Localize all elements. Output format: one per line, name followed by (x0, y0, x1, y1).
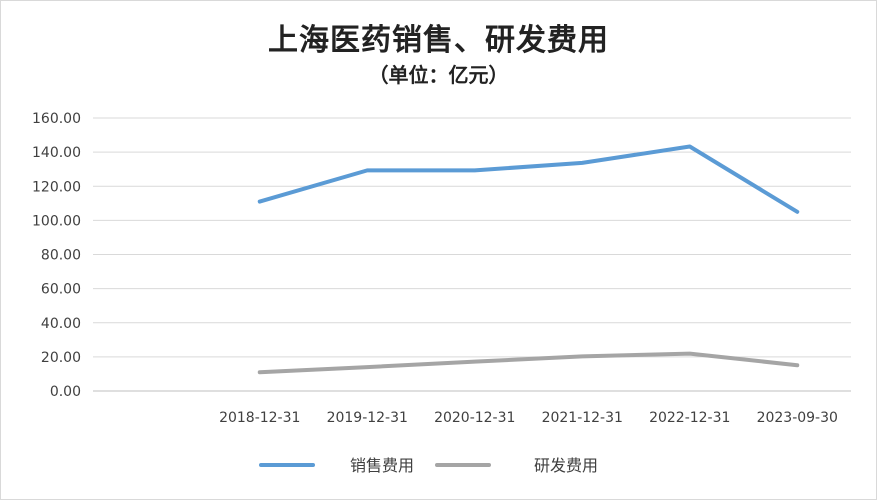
data-point (795, 210, 799, 214)
x-tick-label: 2022-12-31 (649, 410, 730, 426)
y-axis-ticks: 0.00 20.00 40.00 60.00 80.00 100.00 120.00 140.… (32, 111, 81, 400)
y-tick-label: 140.00 (32, 145, 81, 161)
x-tick-label: 2019-12-31 (327, 410, 408, 426)
x-tick-label: 2020-12-31 (434, 410, 515, 426)
data-point (688, 352, 692, 356)
y-tick-label: 20.00 (41, 350, 81, 366)
data-point (365, 365, 369, 369)
x-tick-label: 2021-12-31 (542, 410, 623, 426)
x-tick-label: 2018-12-31 (219, 410, 300, 426)
x-axis-ticks: 2018-12-31 2019-12-31 2020-12-31 2021-12-31… (219, 410, 838, 426)
y-tick-label: 100.00 (32, 213, 81, 229)
chart-title: 上海医药销售、研发费用 (268, 23, 609, 58)
y-tick-label: 160.00 (32, 111, 81, 127)
data-point (580, 354, 584, 358)
chart-subtitle: （单位：亿元） (368, 63, 509, 87)
x-tick-label: 2023-09-30 (757, 410, 838, 426)
y-tick-label: 0.00 (50, 384, 81, 400)
data-point (365, 168, 369, 172)
data-point (473, 360, 477, 364)
legend: 销售费用 研发费用 (259, 456, 598, 475)
y-tick-label: 120.00 (32, 179, 81, 195)
series-line-1 (257, 351, 800, 375)
gridlines (93, 117, 851, 392)
data-point (795, 363, 799, 367)
data-point (258, 200, 262, 204)
series-lines (257, 144, 800, 375)
series-line-0 (257, 144, 800, 214)
data-point (258, 370, 262, 374)
legend-label: 销售费用 (350, 456, 414, 475)
y-tick-label: 40.00 (41, 316, 81, 332)
legend-label: 研发费用 (534, 456, 598, 475)
y-tick-label: 60.00 (41, 282, 81, 298)
data-point (580, 161, 584, 165)
y-tick-label: 80.00 (41, 248, 81, 264)
data-point (473, 168, 477, 172)
data-point (688, 144, 692, 148)
